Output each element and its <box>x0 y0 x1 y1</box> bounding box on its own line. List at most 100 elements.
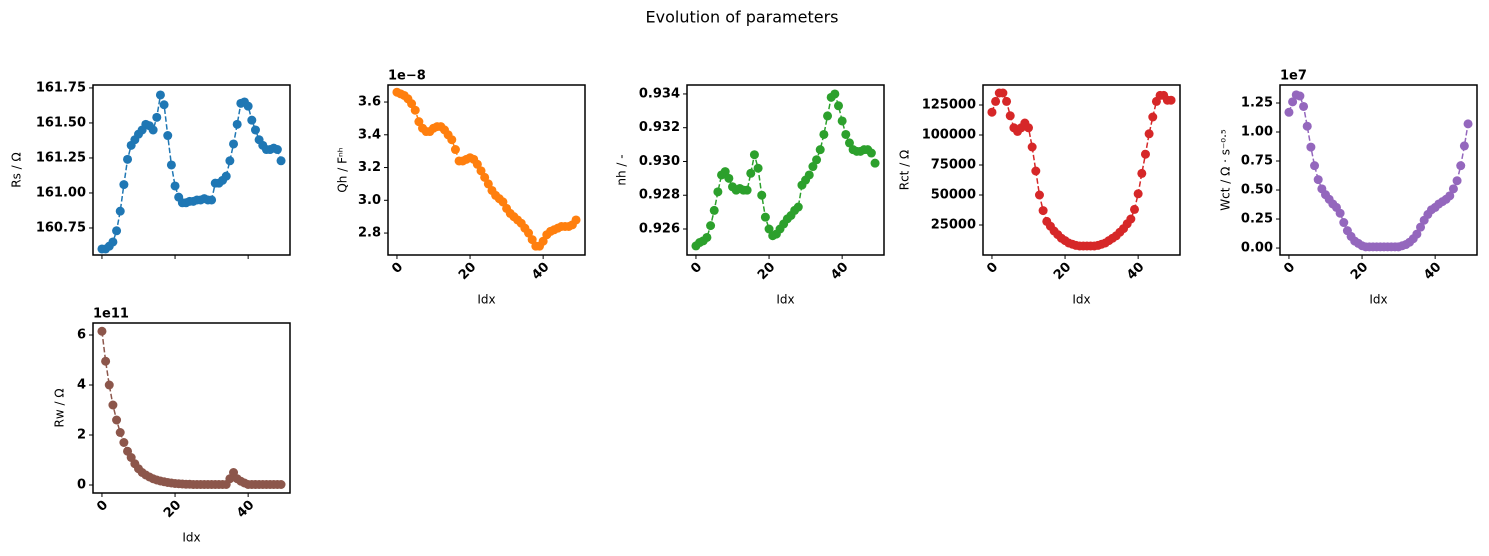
data-point <box>764 224 774 234</box>
data-point <box>108 400 118 410</box>
x-tick-label: 40 <box>1421 260 1444 283</box>
data-point <box>101 356 111 366</box>
data-point <box>97 326 107 336</box>
data-point <box>998 88 1008 98</box>
data-point <box>480 172 490 182</box>
data-point <box>538 236 548 246</box>
y-tick-label: 0.926 <box>639 222 680 237</box>
data-point <box>524 228 534 238</box>
data-point <box>1299 101 1309 111</box>
x-tick-label: 0 <box>1281 260 1298 277</box>
data-point <box>823 111 833 121</box>
x-tick-label: 20 <box>1051 260 1074 283</box>
data-point <box>1024 123 1034 133</box>
data-point <box>991 96 1001 106</box>
data-point <box>170 181 180 191</box>
data-point <box>833 101 843 111</box>
y-tick-label: 161.00 <box>36 185 86 200</box>
y-tick-label: 0.50 <box>1241 183 1273 198</box>
data-point <box>1137 168 1147 178</box>
data-point <box>706 221 716 231</box>
data-point <box>713 187 723 197</box>
x-axis-label: Idx <box>776 293 794 307</box>
data-point <box>1339 218 1349 228</box>
y-tick-label: 3.6 <box>358 95 381 110</box>
data-point <box>243 101 253 111</box>
data-line <box>1288 93 1469 248</box>
data-point <box>870 158 880 168</box>
y-tick-label: 0.25 <box>1241 212 1273 227</box>
y-axis-label: nh / - <box>615 154 629 185</box>
data-point <box>166 160 176 170</box>
data-point <box>1144 129 1154 139</box>
data-point <box>225 156 235 166</box>
x-axis-label: Idx <box>1369 293 1387 307</box>
data-point <box>1445 191 1455 201</box>
axes-frame <box>387 84 586 256</box>
data-point <box>1416 222 1426 232</box>
data-point <box>498 197 508 207</box>
data-point <box>1306 142 1316 152</box>
data-point <box>837 116 847 126</box>
subplot: 0.934 0.932 0.930 0.928 0.926 0 20 40 Idx nh / - <box>615 84 885 307</box>
data-point <box>1129 204 1139 214</box>
y-axis-label: Rs / Ω <box>10 152 24 187</box>
data-line <box>101 331 282 486</box>
y-tick-label: 100000 <box>922 128 976 143</box>
subplot: 1.25 1.00 0.75 0.50 0.25 0.00 0 20 40 Idx Wct / Ω … <box>1219 69 1478 307</box>
subplot: 161.75 161.50 161.25 161.00 160.75 Rs / Ω <box>10 80 291 259</box>
data-point <box>276 480 286 489</box>
data-point <box>709 205 719 215</box>
data-point <box>1126 214 1136 224</box>
y-tick-label: 1.00 <box>1241 124 1273 139</box>
data-point <box>1448 184 1458 194</box>
y-tick-label: 0.75 <box>1241 154 1273 169</box>
data-point <box>112 415 122 425</box>
x-tick-label: 20 <box>1348 260 1371 283</box>
data-point <box>221 171 231 181</box>
x-tick-label: 0 <box>94 498 111 515</box>
y-tick-label: 2 <box>77 428 86 443</box>
data-point <box>447 135 457 145</box>
figure-title: Evolution of parameters <box>646 8 839 27</box>
data-point <box>793 202 803 212</box>
data-point <box>163 131 173 141</box>
data-point <box>155 90 165 100</box>
data-point <box>472 159 482 169</box>
data-point <box>1140 149 1150 159</box>
x-axis-label: Idx <box>1072 293 1090 307</box>
data-point <box>276 156 286 166</box>
data-point <box>123 154 133 164</box>
data-point <box>987 107 997 117</box>
x-axis-label: Idx <box>182 531 200 545</box>
data-point <box>724 173 734 183</box>
data-point <box>119 180 129 190</box>
y-axis-label: Qh / Fⁿʰ <box>336 147 350 192</box>
data-point <box>1002 96 1012 106</box>
y-tick-label: 2.8 <box>358 226 381 241</box>
data-point <box>207 195 217 205</box>
data-point <box>232 119 242 129</box>
data-point <box>450 145 460 155</box>
y-tick-label: 0.932 <box>639 120 680 135</box>
data-point <box>1027 142 1037 152</box>
data-point <box>1310 161 1320 171</box>
data-point <box>804 170 814 180</box>
data-point <box>812 155 822 165</box>
y-tick-label: 161.50 <box>36 115 86 130</box>
data-point <box>119 438 129 447</box>
data-point <box>104 380 114 390</box>
data-point <box>720 167 730 177</box>
y-tick-label: 3.2 <box>358 160 381 175</box>
data-point <box>152 112 162 122</box>
data-point <box>1005 111 1015 121</box>
subplot: 3.6 3.4 3.2 3.0 2.8 0 20 40 Idx Qh / Fⁿʰ 1e−8 <box>336 69 586 307</box>
data-point <box>483 179 493 189</box>
axis-offset: 1e11 <box>93 307 129 322</box>
x-tick-label: 20 <box>161 498 184 521</box>
data-point <box>1166 95 1176 105</box>
data-point <box>1459 141 1469 151</box>
data-point <box>1452 176 1462 186</box>
data-point <box>1284 107 1294 117</box>
